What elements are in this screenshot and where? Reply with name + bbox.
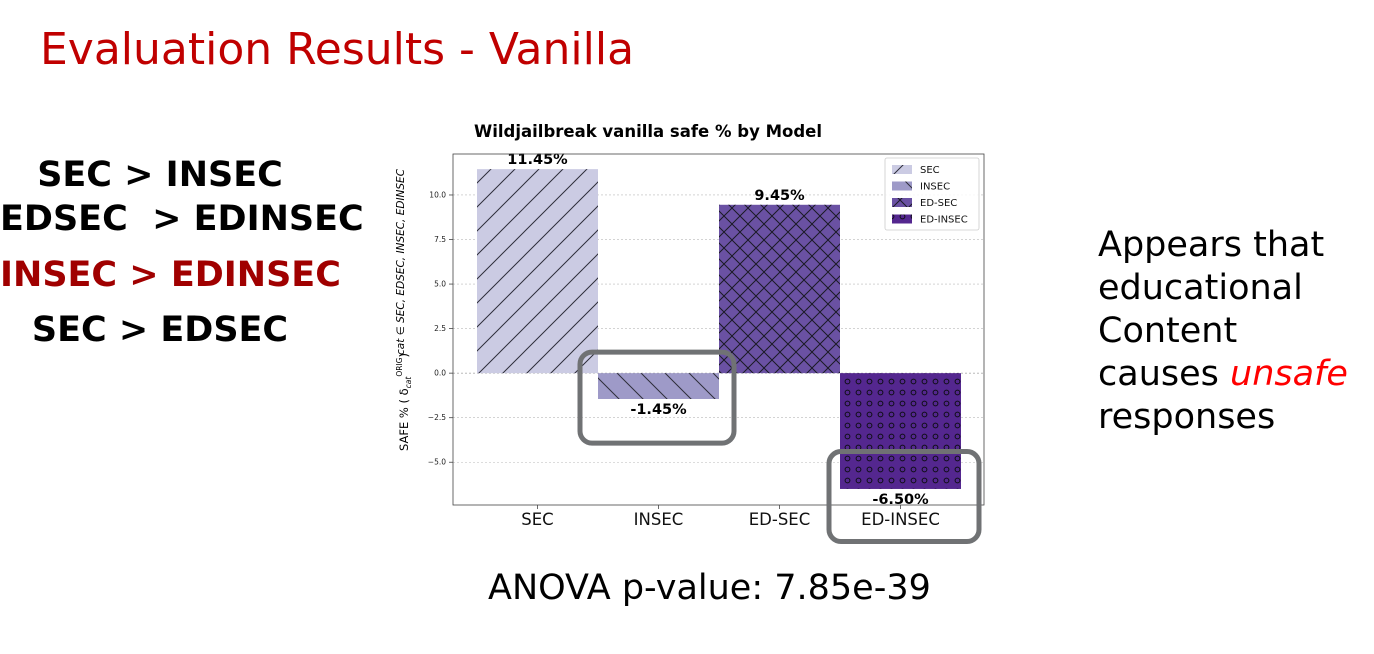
comparison-edsec-edinsec: EDSEC > EDINSEC <box>0 199 364 239</box>
legend-box <box>884 157 980 231</box>
note-emphasis-unsafe: unsafe <box>1230 354 1348 394</box>
y-tick-label: 5.0 <box>434 280 446 289</box>
y-tick-label: −5.0 <box>428 458 446 467</box>
takeaway-note: Appears that educational Content causes … <box>1098 224 1348 439</box>
bar-hatch <box>477 169 598 374</box>
callout-box-edinsec <box>826 449 982 545</box>
legend-swatch-hatch <box>892 165 912 174</box>
note-line-3: Content <box>1098 311 1238 351</box>
legend-label: SEC <box>920 165 940 176</box>
comparison-sec-edsec: SEC > EDSEC <box>31 310 289 350</box>
callout-box-insec <box>577 349 737 446</box>
bar-hatch <box>719 204 840 374</box>
value-labels: 11.45% -1.45% 9.45% -6.50% <box>507 152 929 508</box>
legend-label: ED-INSEC <box>920 215 968 226</box>
legend-label: INSEC <box>920 182 950 193</box>
value-label: 9.45% <box>754 188 805 204</box>
note-line-1: Appears that <box>1098 225 1325 265</box>
note-line-2: educational <box>1098 268 1303 308</box>
note-line-4-prefix: causes <box>1098 354 1231 394</box>
bar-series <box>477 169 961 489</box>
value-label: 11.45% <box>507 152 568 168</box>
y-axis-sublabel: cat ∈ SEC, EDSEC, INSEC, EDINSEC <box>395 168 407 355</box>
comparison-insec-edinsec: INSEC > EDINSEC <box>0 255 341 295</box>
x-tick-label: ED-SEC <box>749 510 811 529</box>
chart-title-group: Wildjailbreak vanilla safe % by Model <box>474 122 822 141</box>
y-tick-label: 7.5 <box>434 235 446 244</box>
y-tick-label: −2.5 <box>428 413 446 422</box>
legend-swatch-hatch <box>892 198 912 207</box>
x-tick-label: INSEC <box>634 510 684 529</box>
legend-swatch-hatch <box>892 181 912 191</box>
legend-swatch-hatch <box>892 214 912 224</box>
value-label: -6.50% <box>872 492 929 508</box>
y-axis-label-group: SAFE % ( δcatORIG) cat ∈ SEC, EDSEC, INS… <box>395 168 413 451</box>
value-label: -1.45% <box>630 402 687 418</box>
callout-boxes <box>577 349 982 545</box>
y-tick-label: 10.0 <box>429 190 446 199</box>
y-tick-label: 0.0 <box>434 369 446 378</box>
y-axis-label: SAFE % ( δcatORIG) <box>395 353 413 451</box>
y-tick-label: 2.5 <box>434 324 446 333</box>
chart-title: Wildjailbreak vanilla safe % by Model <box>474 122 822 141</box>
x-axis-ticks: SEC INSEC ED-SEC ED-INSEC <box>521 505 940 529</box>
slide-title: Evaluation Results - Vanilla <box>40 24 635 75</box>
bar-hatch <box>598 373 719 399</box>
note-line-5: responses <box>1098 397 1276 437</box>
x-tick-label: ED-INSEC <box>861 510 940 529</box>
legend-label: ED-SEC <box>920 198 957 209</box>
anova-pvalue: ANOVA p-value: 7.85e-39 <box>488 568 931 608</box>
legend: SEC INSEC ED-SEC ED-INSEC <box>884 157 980 231</box>
note-line-4: causes unsafe <box>1098 353 1348 396</box>
comparison-sec-insec: SEC > INSEC <box>37 155 283 195</box>
y-axis-ticks: −5.0 −2.5 0.0 2.5 5.0 7.5 10.0 <box>428 190 453 467</box>
bar-hatch <box>840 373 961 489</box>
x-tick-label: SEC <box>521 510 553 529</box>
plot-frame <box>452 153 985 506</box>
bar-chart: Wildjailbreak vanilla safe % by Model SA… <box>395 122 985 545</box>
